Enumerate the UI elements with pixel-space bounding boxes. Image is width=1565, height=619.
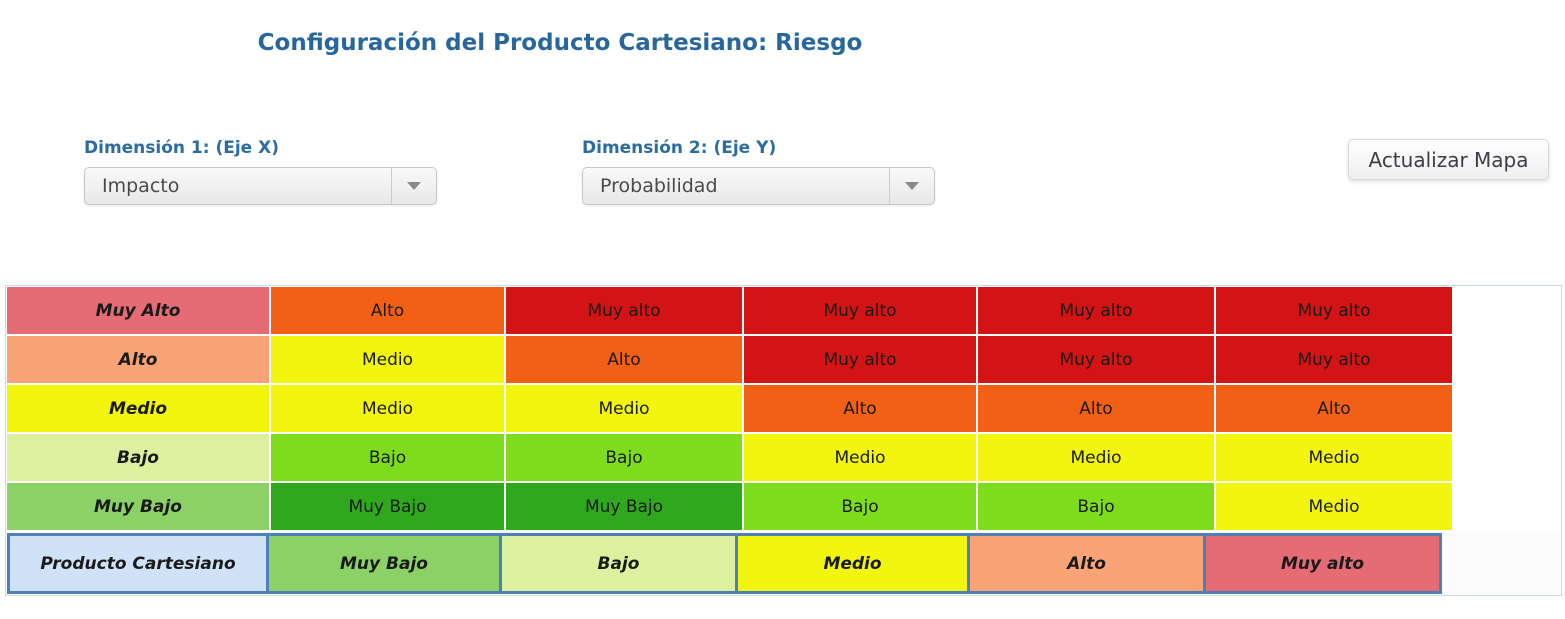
matrix-row: Medio Medio Medio Alto Alto Alto [7, 385, 1560, 432]
update-map-button[interactable]: Actualizar Mapa [1348, 139, 1549, 180]
matrix-cell: Bajo [978, 483, 1214, 530]
matrix-cell: Bajo [271, 434, 504, 481]
matrix-row: Muy Alto Alto Muy alto Muy alto Muy alto Muy … [7, 287, 1560, 334]
chevron-down-icon [407, 182, 421, 190]
matrix-empty-cell [1454, 483, 1560, 530]
matrix-cell: Alto [744, 385, 976, 432]
dimension1-value: Impacto [102, 175, 180, 197]
cartesian-empty-cell [1442, 533, 1560, 594]
matrix-cell: Medio [1216, 483, 1452, 530]
matrix-row: Alto Medio Alto Muy alto Muy alto Muy alto [7, 336, 1560, 383]
dimension2-select[interactable]: Probabilidad [582, 167, 935, 205]
matrix-row-header: Medio [7, 385, 269, 432]
matrix-row-header: Bajo [7, 434, 269, 481]
dimension1-label: Dimensión 1: (Eje X) [84, 138, 280, 158]
dimension2-label: Dimensión 2: (Eje Y) [582, 138, 777, 158]
matrix-cell: Muy alto [506, 287, 742, 334]
matrix-cell: Medio [744, 434, 976, 481]
matrix-row-header: Alto [7, 336, 269, 383]
cartesian-cell: Bajo [499, 533, 738, 594]
matrix-empty-cell [1454, 385, 1560, 432]
matrix-empty-cell [1454, 336, 1560, 383]
matrix-cell: Medio [978, 434, 1214, 481]
dimension2-arrow-zone[interactable] [889, 168, 934, 204]
cartesian-row-header: Producto Cartesiano [7, 533, 269, 594]
matrix-empty-cell [1454, 434, 1560, 481]
page-title: Configuración del Producto Cartesiano: R… [257, 30, 863, 56]
matrix-rows: Muy Alto Alto Muy alto Muy alto Muy alto Muy … [7, 287, 1560, 530]
matrix-row: Muy Bajo Muy Bajo Muy Bajo Bajo Bajo Medio [7, 483, 1560, 530]
matrix-row-header: Muy Bajo [7, 483, 269, 530]
matrix-cell: Alto [271, 287, 504, 334]
dimension2-group: Dimensión 2: (Eje Y) Probabilidad [582, 138, 935, 205]
dimension1-arrow-zone[interactable] [391, 168, 436, 204]
matrix-cell: Alto [506, 336, 742, 383]
cartesian-cell: Muy Bajo [266, 533, 502, 594]
matrix-cell: Muy alto [978, 287, 1214, 334]
matrix-cell: Bajo [506, 434, 742, 481]
cartesian-product-row: Producto Cartesiano Muy Bajo Bajo Medio Alto… [7, 533, 1560, 594]
matrix-empty-cell [1454, 287, 1560, 334]
matrix-cell: Muy alto [744, 336, 976, 383]
risk-matrix: Muy Alto Alto Muy alto Muy alto Muy alto Muy … [5, 285, 1562, 596]
cartesian-cell: Muy alto [1203, 533, 1442, 594]
matrix-cell: Medio [1216, 434, 1452, 481]
chevron-down-icon [905, 182, 919, 190]
dimension1-select[interactable]: Impacto [84, 167, 437, 205]
matrix-cell: Muy alto [744, 287, 976, 334]
matrix-cell: Medio [271, 385, 504, 432]
matrix-cell: Muy alto [1216, 336, 1452, 383]
matrix-cell: Medio [271, 336, 504, 383]
matrix-cell: Alto [978, 385, 1214, 432]
cartesian-cell: Medio [735, 533, 970, 594]
matrix-row-header: Muy Alto [7, 287, 269, 334]
cartesian-cell: Alto [967, 533, 1206, 594]
matrix-cell: Muy alto [978, 336, 1214, 383]
dimension1-group: Dimensión 1: (Eje X) Impacto [84, 138, 437, 205]
matrix-cell: Muy alto [1216, 287, 1452, 334]
matrix-cell: Muy Bajo [506, 483, 742, 530]
dimension2-value: Probabilidad [600, 175, 718, 197]
matrix-cell: Bajo [744, 483, 976, 530]
matrix-cell: Alto [1216, 385, 1452, 432]
matrix-row: Bajo Bajo Bajo Medio Medio Medio [7, 434, 1560, 481]
matrix-cell: Muy Bajo [271, 483, 504, 530]
matrix-cell: Medio [506, 385, 742, 432]
